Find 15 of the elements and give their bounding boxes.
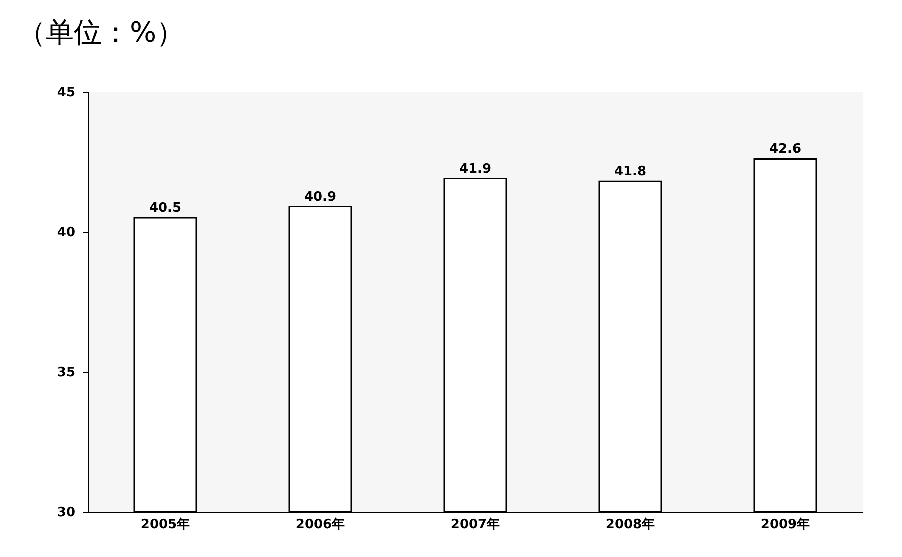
- data-label: 41.8: [614, 164, 647, 180]
- x-tick-label: 2009年: [760, 518, 810, 532]
- x-tick-label: 2006年: [296, 518, 346, 532]
- x-tick-label: 2008年: [606, 518, 656, 532]
- x-tick-label: 2007年: [450, 518, 500, 532]
- data-label: 41.9: [459, 162, 492, 177]
- y-tick-label: 45: [57, 86, 76, 100]
- chart-title: （单位：%）: [18, 16, 185, 49]
- y-tick-label: 40: [57, 226, 76, 240]
- data-label: 40.9: [304, 190, 337, 205]
- data-label: 40.5: [149, 201, 182, 216]
- x-tick-label: 2005年: [140, 518, 190, 532]
- y-tick-label: 35: [57, 366, 76, 380]
- data-label: 42.6: [769, 142, 802, 158]
- y-tick-label: 30: [57, 506, 76, 520]
